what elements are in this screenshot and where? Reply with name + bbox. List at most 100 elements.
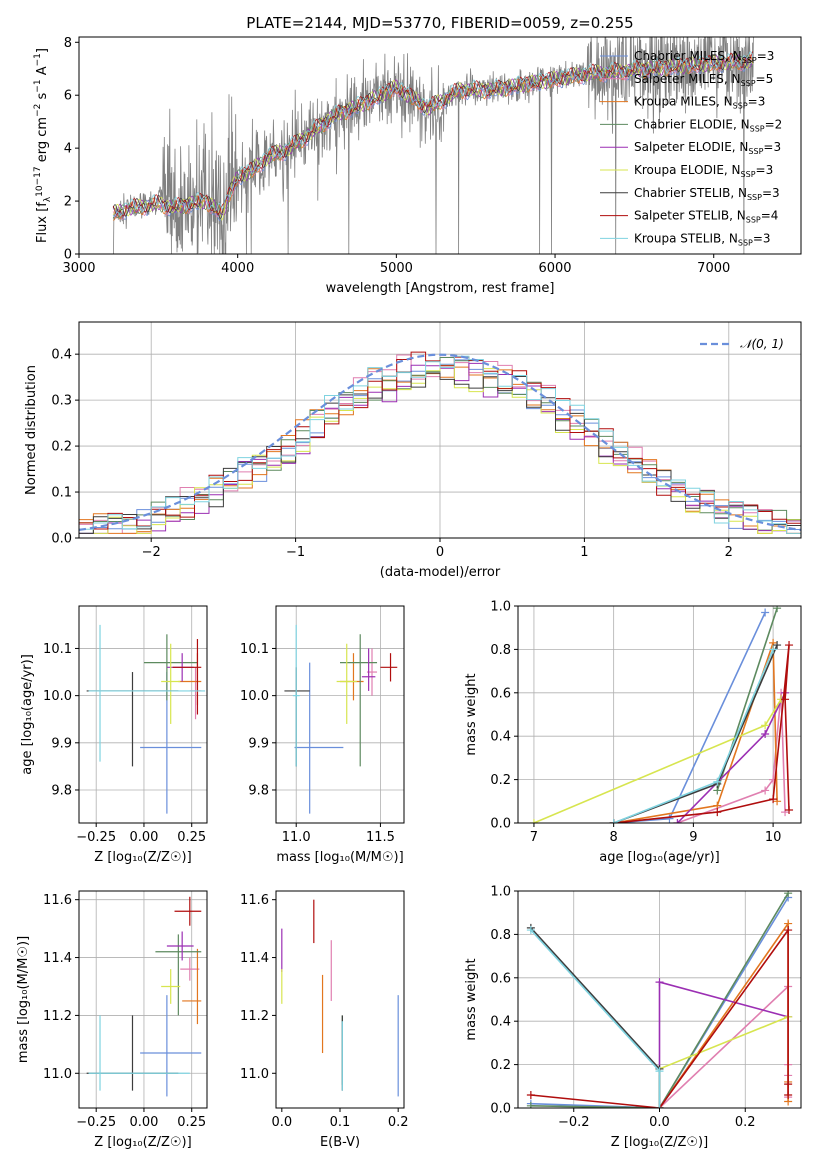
weight-series-7 [613, 645, 790, 823]
residual-histogram-6 [79, 371, 801, 534]
x-axis-label: E(B-V) [320, 1135, 360, 1150]
legend-name: Kroupa MILES, N [634, 95, 733, 109]
legend-name: Salpeter MILES, N [634, 72, 741, 86]
x-tick-label: 6000 [538, 261, 571, 276]
legend-n: =3 [757, 49, 775, 63]
x-tick-label: 4000 [221, 261, 254, 276]
legend-sub: SSP [746, 216, 761, 225]
x-axis-label: (data-model)/error [380, 565, 501, 580]
plot-area-z-weight [526, 891, 793, 1108]
legend-sub: SSP [742, 56, 757, 65]
weight-marker [665, 814, 674, 823]
legend-entry: Chabrier STELIB, NSSP=3 [634, 186, 780, 202]
y-label-part: A [35, 66, 50, 79]
x-tick-label: 0.2 [735, 1115, 756, 1130]
panel-z-age: −0.25 0.00 0.25 9.8 9.9 10.0 10.1 Z [log₁₀(Z/Z☉… [20, 605, 208, 865]
legend-entry: Salpeter MILES, NSSP=5 [634, 72, 773, 88]
weight-series-0 [613, 612, 766, 823]
panel-residuals: −2 −1 0 1 2 0.0 0.1 0.2 0.3 0.4 (data-model)/error… [24, 321, 802, 580]
axes-frame [275, 890, 405, 1109]
y-tick-label: 0.2 [51, 440, 72, 455]
plot-area-age-weight [529, 606, 794, 823]
x-tick-label: −2 [142, 545, 161, 560]
axes-frame [78, 36, 802, 255]
plot-area-ebv-mass [281, 899, 399, 1097]
x-tick-label: 11.0 [282, 830, 311, 845]
x-tick-label: 0.1 [330, 1115, 351, 1130]
x-axis-label: wavelength [Angstrom, rest frame] [326, 281, 555, 296]
weight-marker [769, 645, 778, 654]
y-tick-label: 1.0 [490, 600, 511, 615]
axes-frame [78, 605, 208, 824]
weight-series-1 [658, 984, 789, 1108]
y-axis-label: mass [log₁₀(M/M☉)] [16, 936, 31, 1063]
weight-marker [784, 926, 793, 935]
weight-marker [761, 786, 770, 795]
x-axis-label: age [log₁₀(age/yr)] [599, 850, 720, 865]
legend-sub: SSP [738, 238, 753, 247]
x-tick-label: 7 [530, 830, 538, 845]
weight-series-6 [530, 927, 661, 1108]
y-tick-label: 0.4 [490, 1015, 511, 1030]
x-tick-label: 11.5 [366, 830, 395, 845]
y-tick-label: 10.1 [43, 642, 72, 657]
x-tick-label: 0 [436, 545, 444, 560]
weight-marker [609, 819, 618, 823]
x-axis-label: Z [log₁₀(Z/Z☉)] [94, 1135, 191, 1150]
panel-mass-age: 11.0 11.5 9.8 9.9 10.0 10.1 mass [log₁₀(M/M☉)] [240, 605, 405, 865]
legend-entry: Chabrier MILES, NSSP=3 [634, 49, 774, 65]
x-tick-label: 10 [765, 830, 782, 845]
weight-series-3 [530, 892, 789, 1108]
y-tick-label: 10.1 [240, 642, 269, 657]
x-tick-label: 9 [689, 830, 697, 845]
weight-marker [785, 641, 794, 650]
legend-n: =3 [762, 186, 780, 200]
legend-entry: Salpeter ELODIE, NSSP=3 [634, 140, 781, 156]
weight-marker [784, 1090, 793, 1099]
x-tick-label: 0.0 [649, 1115, 670, 1130]
errorbar-point-4 [361, 648, 376, 691]
y-axis-label: Flux [fλ10−17 erg cm−2 s−1 A−1] [33, 48, 53, 243]
errorbar-point-5 [161, 643, 181, 724]
weight-series-0 [530, 897, 789, 1108]
errorbar-point-7 [174, 896, 202, 926]
model-spectrum-5 [112, 53, 754, 221]
x-axis-label: mass [log₁₀(M/M☉)] [276, 850, 403, 865]
y-label-part: ] [35, 48, 50, 53]
x-tick-label: 1 [580, 545, 588, 560]
y-label-part: s [35, 92, 50, 103]
legend-name: Chabrier MILES, N [634, 49, 742, 63]
plot-area-spectrum [112, 37, 754, 254]
weight-marker [784, 1080, 793, 1089]
errorbar-point-0 [140, 995, 202, 1097]
y-label-part: erg cm [35, 117, 50, 166]
x-tick-label: 5000 [380, 261, 413, 276]
weight-marker [713, 777, 722, 786]
weight-marker [526, 1101, 535, 1108]
errorbar-point-2 [182, 948, 202, 1025]
legend-entry: Kroupa MILES, NSSP=3 [634, 95, 765, 111]
normal-pdf-curve [79, 353, 801, 531]
x-tick-label: −0.25 [76, 830, 116, 845]
y-tick-label: 0.0 [490, 1102, 511, 1117]
y-tick-label: 0 [64, 248, 72, 263]
errorbar-point-0 [294, 662, 344, 814]
legend-sub: SSP [750, 124, 765, 133]
figure-title: PLATE=2144, MJD=53770, FIBERID=0059, z=0… [246, 14, 633, 32]
legend-name: Salpeter STELIB, N [634, 209, 746, 223]
model-spectrum-6 [112, 52, 754, 219]
y-label-part: 10 [35, 185, 45, 197]
x-tick-label: 3000 [62, 261, 95, 276]
weight-marker [781, 808, 790, 817]
weight-series-8 [530, 929, 661, 1108]
residual-histogram-8 [79, 355, 801, 534]
axes-frame [517, 605, 802, 824]
y-tick-label: 10.0 [240, 689, 269, 704]
x-tick-label: 0.00 [129, 830, 158, 845]
weight-marker [761, 730, 770, 739]
legend-sub: SSP [741, 79, 756, 88]
y-tick-label: 0.8 [490, 643, 511, 658]
residual-histogram-5 [79, 364, 801, 534]
y-label-part: −1 [33, 79, 43, 92]
